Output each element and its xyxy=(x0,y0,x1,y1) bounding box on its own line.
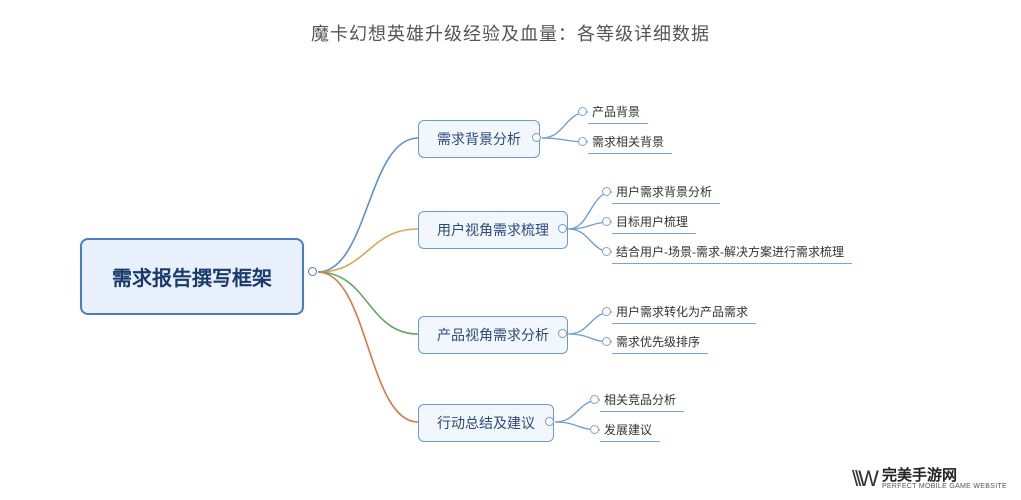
leaf-node: 结合用户-场景-需求-解决方案进行需求梳理 xyxy=(612,240,852,264)
leaf-node: 发展建议 xyxy=(600,418,660,442)
leaf-connector-icon xyxy=(578,107,587,116)
leaf-node: 相关竞品分析 xyxy=(600,388,684,412)
watermark: \\W 完美手游网 PERFECT MOBILE GAME WEBSITE xyxy=(852,466,1007,492)
branch-node: 产品视角需求分析 xyxy=(418,316,568,354)
leaf-node: 用户需求背景分析 xyxy=(612,180,720,204)
leaf-connector-icon xyxy=(590,395,599,404)
branch-node: 行动总结及建议 xyxy=(418,404,554,442)
leaf-connector-icon xyxy=(602,337,611,346)
leaf-node: 目标用户梳理 xyxy=(612,210,696,234)
leaf-node: 产品背景 xyxy=(588,100,648,124)
watermark-logo-icon: \\W xyxy=(852,466,876,492)
leaf-connector-icon xyxy=(602,187,611,196)
watermark-en: PERFECT MOBILE GAME WEBSITE xyxy=(882,483,1007,490)
leaf-node: 需求优先级排序 xyxy=(612,330,708,354)
leaf-node: 需求相关背景 xyxy=(588,130,672,154)
leaf-node: 用户需求转化为产品需求 xyxy=(612,300,756,324)
root-connector-icon xyxy=(308,267,317,276)
watermark-cn: 完美手游网 xyxy=(882,468,1007,483)
branch-node: 需求背景分析 xyxy=(418,120,540,158)
root-node: 需求报告撰写框架 xyxy=(80,238,304,315)
leaf-connector-icon xyxy=(602,247,611,256)
branch-connector-icon xyxy=(532,133,541,142)
leaf-connector-icon xyxy=(602,307,611,316)
leaf-connector-icon xyxy=(578,137,587,146)
leaf-connector-icon xyxy=(602,217,611,226)
branch-node: 用户视角需求梳理 xyxy=(418,211,568,249)
leaf-connector-icon xyxy=(590,425,599,434)
mindmap-canvas: 需求报告撰写框架 需求背景分析 产品背景需求相关背景用户视角需求梳理 用户需求背景分析… xyxy=(0,0,1021,500)
